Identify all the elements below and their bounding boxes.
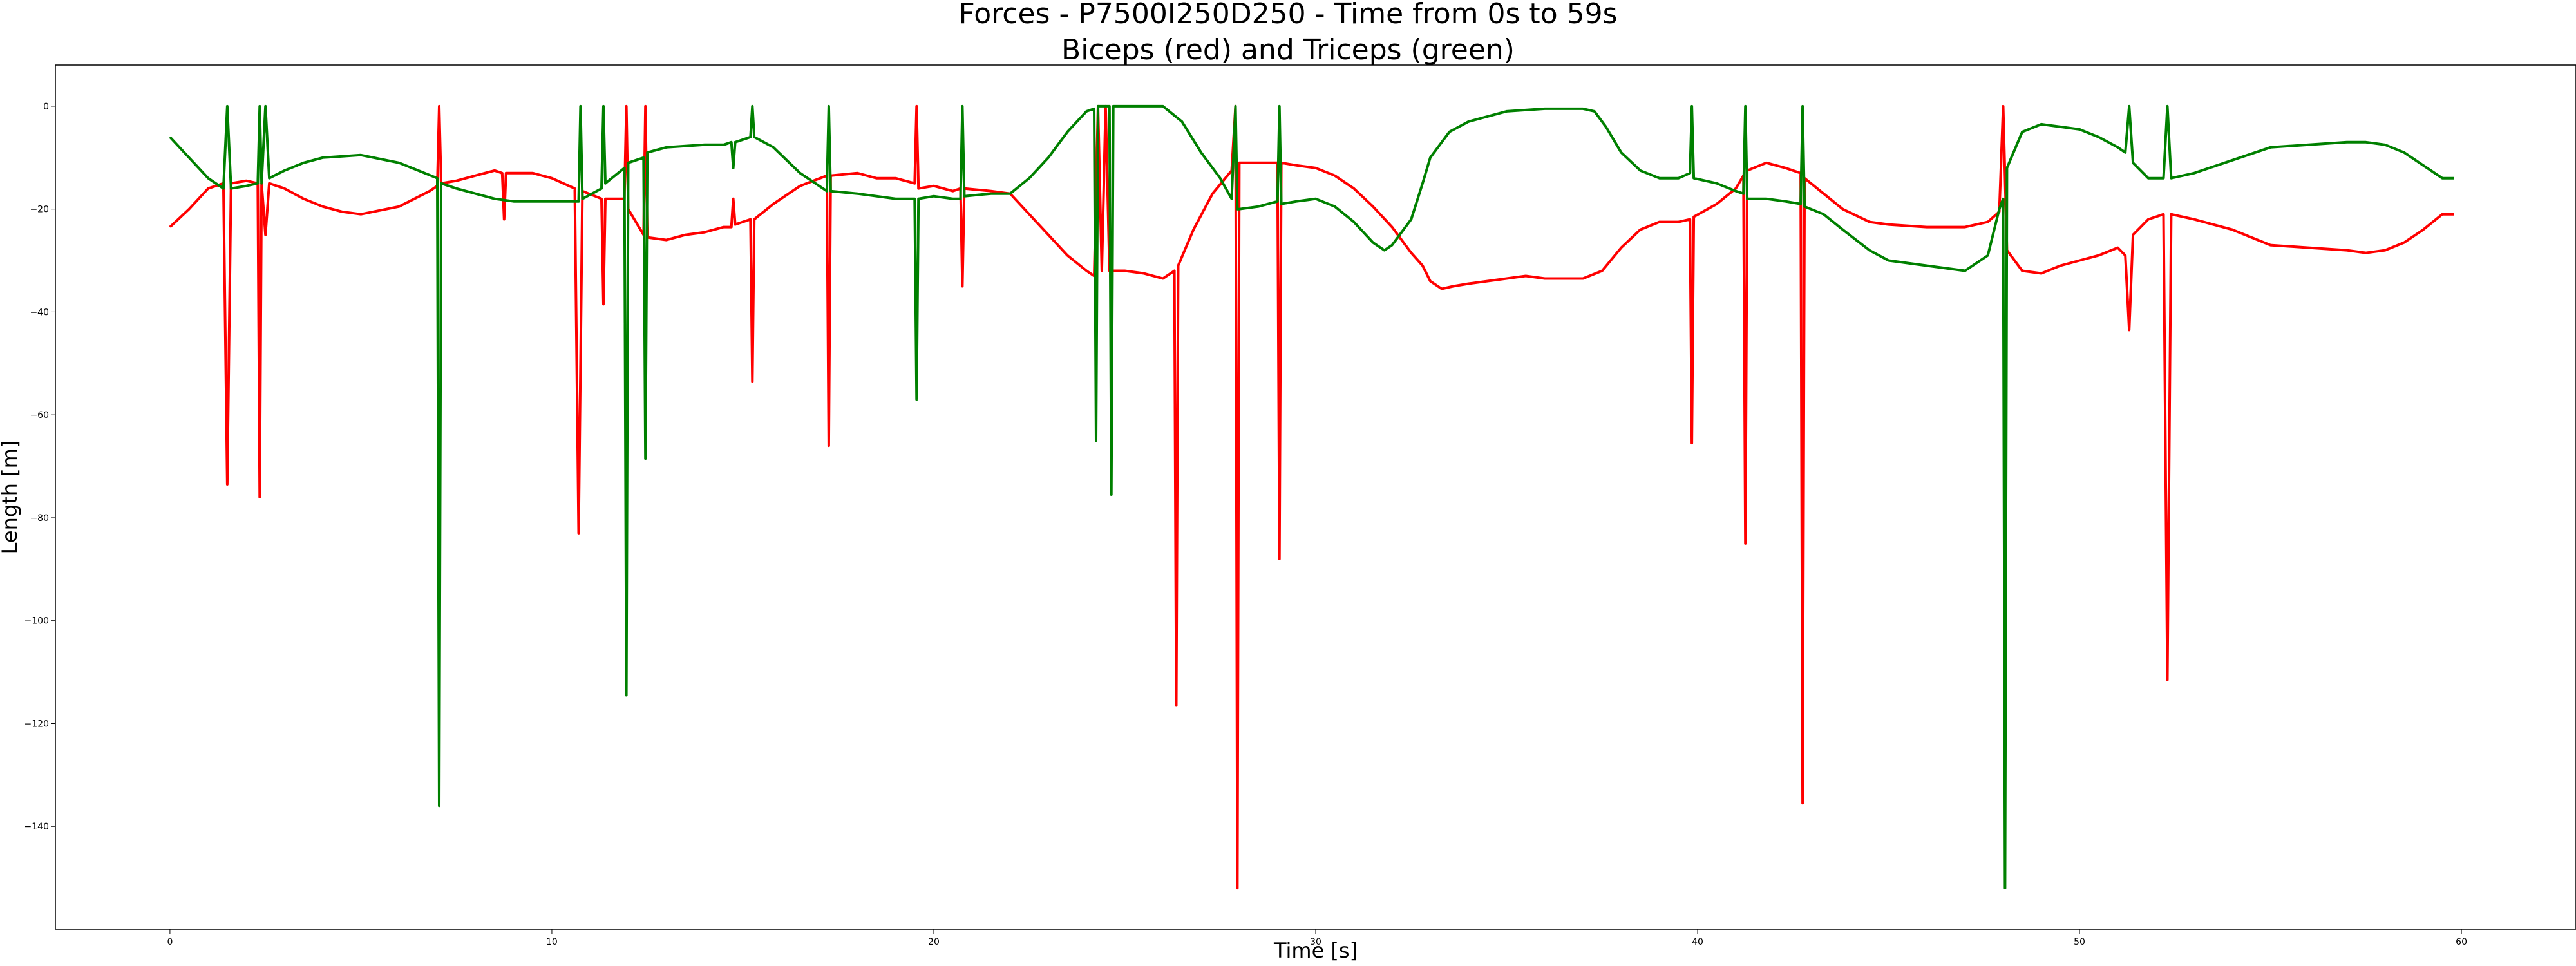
x-tick-label: 50 — [2074, 937, 2085, 947]
x-tick-label: 60 — [2456, 937, 2467, 947]
y-axis-label: Length [m] — [0, 440, 22, 554]
x-tick-label: 0 — [167, 937, 173, 947]
series-layer — [169, 104, 2454, 890]
x-axis: 0 10 20 30 40 50 60 — [167, 929, 2467, 947]
y-tick-label: −80 — [30, 513, 49, 524]
x-tick-label: 20 — [928, 937, 940, 947]
x-tick-label: 30 — [1310, 937, 1321, 947]
chart-subtitle: Biceps (red) and Triceps (green) — [1061, 33, 1515, 66]
y-tick-label: −60 — [30, 410, 49, 421]
x-axis-label: Time [s] — [1273, 938, 1358, 963]
y-tick-label: 0 — [43, 102, 49, 112]
series-line-green — [169, 104, 2454, 890]
y-tick-label: −120 — [24, 719, 49, 729]
x-tick-label: 10 — [546, 937, 558, 947]
y-tick-label: −40 — [30, 307, 49, 317]
y-tick-label: −140 — [24, 822, 49, 832]
y-tick-label: −20 — [30, 205, 49, 215]
y-tick-label: −100 — [24, 616, 49, 627]
chart-title: Forces - P7500I250D250 - Time from 0s to… — [958, 0, 1617, 30]
x-tick-label: 40 — [1692, 937, 1703, 947]
plot-area — [55, 64, 2576, 930]
y-axis: 0 −20 −40 −60 −80 −100 −120 −140 — [24, 102, 55, 832]
series-line-red — [169, 104, 2454, 890]
